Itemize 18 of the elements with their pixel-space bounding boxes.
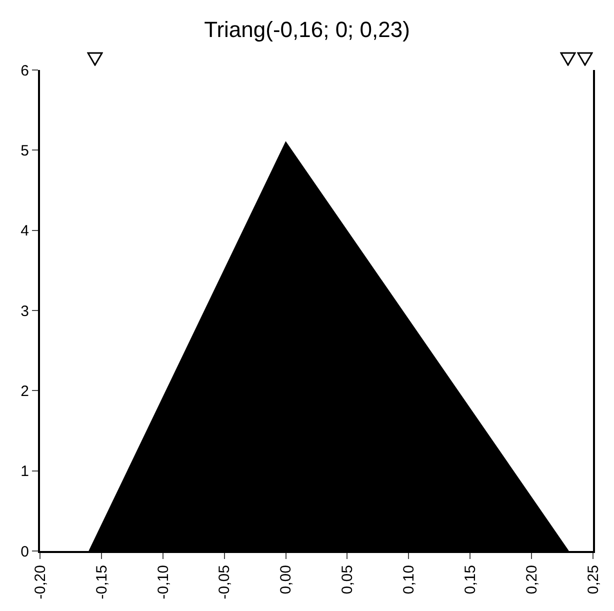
x-tick-label: -0,20 [32,565,49,600]
chart-title: Triang(-0,16; 0; 0,23) [204,16,410,42]
x-tick-label: 0,20 [523,565,540,594]
x-tick-label: 0,05 [339,565,356,594]
x-tick-label: 0,15 [462,565,479,594]
x-tick-label: 0,00 [278,565,295,594]
x-tick-label: -0,10 [154,565,172,600]
y-tick-label: 4 [20,222,29,240]
x-tick-label: 0,10 [400,565,418,594]
y-tick-label: 5 [20,142,29,160]
x-tick-label: -0,05 [216,565,234,600]
y-tick-label: 3 [20,302,29,320]
y-tick-label: 1 [20,463,29,480]
y-tick-label: 6 [20,62,29,80]
x-tick-label: -0,15 [93,565,110,600]
x-tick-label: 0,25 [584,565,602,594]
y-tick-label: 2 [20,382,29,400]
y-tick-label: 0 [20,543,29,560]
